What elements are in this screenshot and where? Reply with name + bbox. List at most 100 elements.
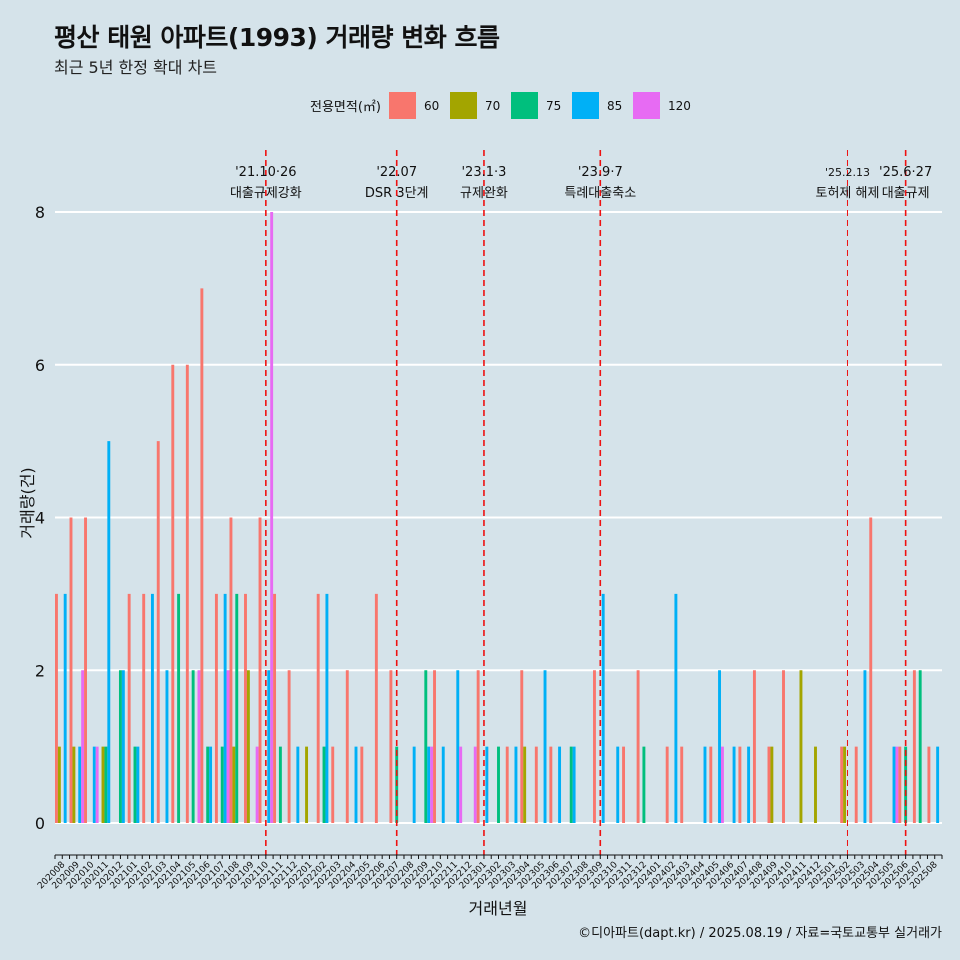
bar: [84, 517, 87, 823]
legend-item-70: 70: [449, 92, 507, 119]
bar: [770, 746, 774, 823]
bar: [441, 746, 445, 823]
bar: [226, 670, 230, 823]
bar: [543, 670, 547, 823]
bar: [898, 746, 902, 823]
axes: 0246820200820200920201020201120201220210…: [35, 203, 943, 891]
bar: [572, 746, 576, 823]
bar: [863, 670, 867, 823]
bar: [854, 746, 858, 823]
legend-title: 전용면적(㎡): [310, 100, 381, 115]
bar: [485, 746, 489, 823]
bar: [497, 746, 500, 823]
bar: [814, 746, 817, 823]
bar: [177, 593, 181, 823]
bar: [558, 746, 562, 823]
bar: [197, 670, 201, 823]
bar: [534, 746, 538, 823]
chart-title: 평산 태원 아파트(1993) 거래량 변화 흐름: [54, 23, 500, 52]
event-date: '22.07: [376, 165, 417, 180]
bar: [78, 746, 82, 823]
bar: [514, 746, 518, 823]
bar: [520, 670, 524, 823]
bar: [918, 670, 922, 823]
bar: [278, 746, 282, 823]
bar: [200, 288, 204, 823]
y-tick-label: 4: [35, 509, 45, 528]
event-label: 대출규제강화: [230, 186, 302, 201]
bar: [912, 670, 916, 823]
bar: [244, 593, 247, 823]
bar: [331, 746, 335, 823]
bar: [69, 517, 73, 823]
bar: [732, 746, 736, 823]
bar: [680, 746, 684, 823]
bar: [156, 441, 160, 823]
bar: [325, 593, 329, 823]
bar: [869, 517, 873, 823]
legend-item-120: 120: [632, 92, 691, 119]
bar: [150, 593, 154, 823]
event-lines: '21.10·26 대출규제강화 '22.07 DSR 3단계 '23.1·3 규제완화 '…: [230, 150, 932, 855]
bar: [258, 517, 262, 823]
y-tick-label: 0: [35, 814, 45, 833]
legend-swatch-60: [388, 92, 416, 119]
bar: [895, 746, 899, 823]
bar: [232, 746, 236, 823]
bar: [118, 670, 122, 823]
bar: [206, 746, 210, 823]
bar: [305, 746, 309, 823]
bar: [747, 746, 751, 823]
bar: [703, 746, 707, 823]
bar: [104, 746, 108, 823]
bar: [642, 746, 646, 823]
bar: [165, 670, 169, 823]
bar: [616, 746, 620, 823]
bar: [892, 746, 896, 823]
bar: [296, 746, 300, 823]
bar: [171, 364, 175, 823]
bar: [424, 670, 428, 823]
legend: 전용면적(㎡) 60 70 75 85 120: [310, 92, 695, 119]
bar: [374, 593, 378, 823]
bar: [255, 746, 259, 823]
bar: [133, 746, 137, 823]
bar: [209, 746, 213, 823]
bar: [427, 746, 431, 823]
bar: [473, 746, 477, 823]
bar: [523, 746, 527, 823]
bar: [101, 746, 105, 823]
bar: [456, 670, 460, 823]
bar: [267, 670, 271, 823]
bar: [433, 670, 436, 823]
bar: [142, 593, 146, 823]
legend-label: 85: [606, 98, 623, 113]
bar: [569, 746, 573, 823]
event-label: 규제완화: [460, 186, 508, 201]
bar: [718, 670, 721, 823]
bar: [127, 593, 131, 823]
y-tick-label: 8: [35, 203, 45, 222]
event-date: '23.1·3: [461, 165, 506, 180]
bar: [322, 746, 326, 823]
legend-label: 120: [667, 98, 691, 113]
bar: [345, 670, 349, 823]
y-axis-title: 거래량(건): [18, 467, 37, 538]
legend-label: 70: [484, 98, 501, 113]
bar: [95, 746, 99, 823]
bar: [273, 593, 277, 823]
legend-item-75: 75: [510, 92, 568, 119]
bar: [665, 746, 669, 823]
bar: [412, 746, 416, 823]
event-date: '25.2.13: [825, 166, 870, 179]
bar: [549, 746, 553, 823]
bar: [476, 670, 480, 823]
bar: [214, 593, 218, 823]
bar: [840, 746, 844, 823]
bar: [354, 746, 358, 823]
legend-label: 60: [423, 98, 440, 113]
legend-label: 75: [545, 98, 562, 113]
bar: [136, 746, 140, 823]
event-date: '21.10·26: [235, 165, 296, 180]
bar: [459, 746, 463, 823]
